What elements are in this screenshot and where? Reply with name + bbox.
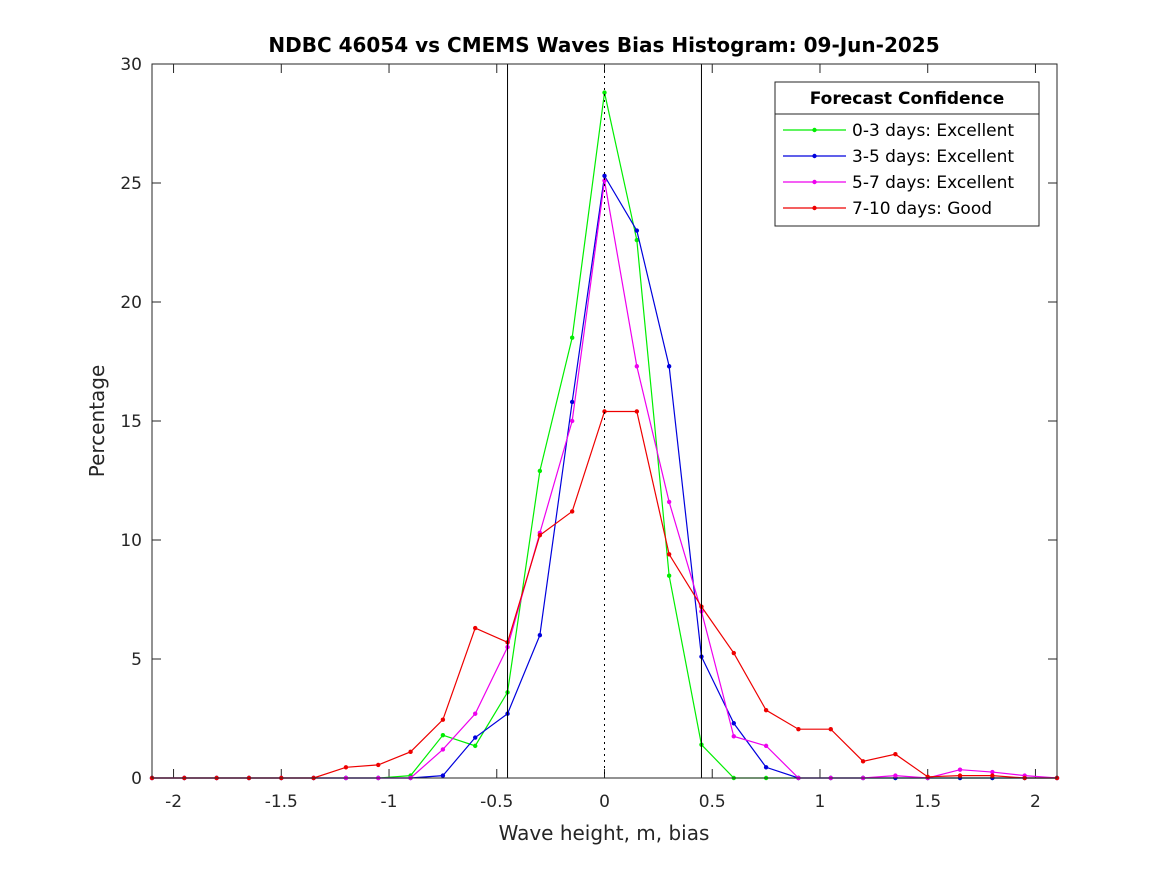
x-tick-label: 0.5 bbox=[699, 792, 726, 812]
plot-border bbox=[151, 63, 1058, 779]
data-point bbox=[763, 743, 769, 749]
data-point bbox=[666, 552, 672, 557]
data-point bbox=[569, 418, 575, 424]
data-point bbox=[957, 767, 963, 772]
legend-title: Forecast Confidence bbox=[810, 89, 1005, 109]
data-point bbox=[666, 364, 672, 369]
data-point bbox=[634, 237, 640, 243]
y-tick-label: 20 bbox=[120, 293, 142, 313]
x-tick-labels: -2 -1.5 -1 -0.5 0 0.5 1 1.5 2 bbox=[165, 792, 1041, 812]
data-point bbox=[796, 727, 801, 732]
data-point bbox=[569, 335, 575, 340]
data-point bbox=[731, 734, 736, 739]
x-tick-label: 1.5 bbox=[914, 792, 941, 812]
y-tick-label: 30 bbox=[120, 55, 142, 75]
legend-entry-label: 5-7 days: Excellent bbox=[852, 173, 1014, 193]
data-point bbox=[990, 773, 995, 778]
data-point bbox=[602, 90, 607, 95]
y-tick-label: 10 bbox=[120, 531, 142, 551]
data-point bbox=[860, 759, 866, 764]
data-point bbox=[666, 499, 672, 505]
legend-entry-label: 3-5 days: Excellent bbox=[852, 147, 1014, 167]
chart-title: NDBC 46054 vs CMEMS Waves Bias Histogram… bbox=[268, 33, 939, 57]
data-point bbox=[634, 409, 640, 414]
data-point bbox=[473, 711, 478, 716]
x-tick-label: -1 bbox=[381, 792, 398, 812]
legend-swatch-marker bbox=[812, 205, 817, 211]
legend-entries: 0-3 days: Excellent 3-5 days: Excellent 5-… bbox=[783, 121, 1014, 219]
legend-swatch-marker bbox=[812, 179, 817, 185]
data-point bbox=[473, 735, 478, 740]
data-point bbox=[602, 409, 607, 414]
data-point bbox=[440, 717, 446, 722]
legend-swatch-marker bbox=[812, 127, 817, 133]
data-point bbox=[634, 364, 640, 369]
legend: Forecast Confidence 0-3 days: Excellent 3… bbox=[774, 81, 1040, 227]
x-tick-label: 2 bbox=[1030, 792, 1041, 812]
data-point bbox=[763, 765, 769, 770]
y-axis-label: Percentage bbox=[85, 365, 109, 478]
data-point bbox=[602, 178, 607, 183]
legend-entry-label: 7-10 days: Good bbox=[852, 199, 992, 219]
y-tick-label: 5 bbox=[131, 650, 142, 670]
reference-lines bbox=[507, 64, 702, 778]
x-tick-label: -1.5 bbox=[265, 792, 298, 812]
x-axis-label: Wave height, m, bias bbox=[499, 821, 710, 845]
data-point bbox=[731, 650, 736, 656]
data-point bbox=[569, 399, 575, 405]
y-tick-label: 0 bbox=[131, 769, 142, 789]
data-point bbox=[957, 773, 963, 778]
x-tick-label: -0.5 bbox=[480, 792, 513, 812]
data-point bbox=[666, 573, 672, 578]
legend-swatch-marker bbox=[812, 153, 817, 159]
data-point bbox=[440, 773, 446, 778]
data-point bbox=[634, 228, 640, 233]
data-point bbox=[440, 732, 446, 738]
legend-entry-label: 0-3 days: Excellent bbox=[852, 121, 1014, 141]
data-point bbox=[893, 773, 898, 778]
data-point bbox=[537, 533, 543, 538]
data-point bbox=[376, 762, 381, 768]
data-point bbox=[473, 625, 478, 631]
y-tick-label: 25 bbox=[120, 174, 142, 194]
data-point bbox=[440, 747, 446, 752]
data-point bbox=[473, 743, 478, 749]
y-tick-label: 15 bbox=[120, 412, 142, 432]
legend-box bbox=[774, 81, 1040, 227]
data-point bbox=[731, 721, 736, 726]
data-point bbox=[343, 765, 349, 770]
y-tick-labels: 0 5 10 15 20 25 30 bbox=[120, 55, 142, 789]
data-point bbox=[537, 633, 543, 638]
data-point bbox=[763, 707, 769, 713]
data-point bbox=[569, 509, 575, 514]
x-tick-label: -2 bbox=[165, 792, 182, 812]
data-point bbox=[893, 752, 898, 757]
data-point bbox=[408, 749, 413, 755]
data-point bbox=[602, 173, 607, 179]
data-point bbox=[537, 468, 543, 474]
x-tick-label: 1 bbox=[815, 792, 826, 812]
data-point bbox=[828, 727, 833, 732]
x-tick-label: 0 bbox=[599, 792, 610, 812]
data-point bbox=[990, 769, 995, 775]
